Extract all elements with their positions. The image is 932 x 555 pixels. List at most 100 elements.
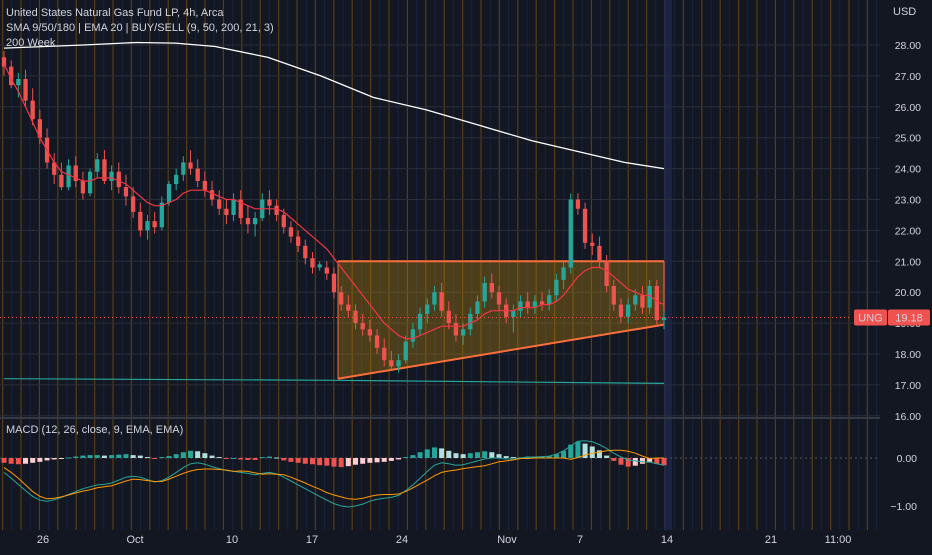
candle-body: [138, 211, 143, 231]
price-tick-label: 20.00: [895, 287, 921, 299]
stripe: [57, 0, 59, 530]
stripe: [489, 0, 491, 530]
stripe: [20, 0, 22, 530]
time-axis: 26 Oct 10 17 24 Nov 7 14 21 11:00: [0, 530, 932, 550]
macd-hist-bar: [596, 450, 602, 458]
candle-body: [575, 199, 581, 209]
candle-body: [374, 335, 380, 348]
stripe: [572, 0, 574, 530]
stripe: [682, 0, 684, 530]
candle-body: [102, 159, 107, 181]
candle-body: [1, 57, 7, 67]
candle-body: [633, 295, 638, 305]
candle-body: [597, 245, 602, 262]
candle-body: [389, 360, 394, 367]
time-tick-label: 26: [37, 534, 49, 546]
candle-body: [604, 261, 609, 287]
macd-hist-bar: [647, 458, 653, 462]
macd-hist-bar: [474, 452, 480, 458]
macd-hist-bar: [216, 457, 222, 459]
macd-hist-bar: [8, 458, 14, 464]
candle-body: [109, 171, 114, 181]
candle-body: [231, 199, 236, 215]
candle-body: [37, 119, 43, 138]
symbol-title[interactable]: United States Natural Gas Fund LP, 4h, A…: [6, 7, 224, 19]
stripe: [416, 0, 418, 530]
macd-hist-bar: [510, 457, 516, 459]
candle-body: [73, 165, 78, 181]
macd-tick-label: −1.00: [890, 501, 917, 513]
macd-legend[interactable]: MACD (12, 26, close, 9, EMA, EMA): [6, 424, 184, 436]
triangle-fill: [338, 261, 664, 379]
candle-body: [432, 292, 437, 305]
candle-body: [547, 295, 552, 305]
stripe: [241, 0, 243, 530]
time-tick-label: 7: [577, 534, 583, 546]
time-tick-label: Nov: [497, 534, 517, 546]
price-tag-value: 19.18: [895, 313, 923, 325]
price-tick-label: 21.00: [895, 256, 921, 268]
signal-line: [3, 449, 664, 500]
stripe: [802, 0, 804, 530]
stripe: [296, 0, 298, 530]
stripe: [609, 0, 611, 530]
candle-body: [446, 310, 451, 324]
candle-body: [95, 159, 100, 172]
macd-hist-bar: [496, 454, 502, 458]
stripe: [471, 0, 473, 530]
macd-hist-bar: [101, 455, 107, 458]
candle-body: [346, 304, 351, 311]
macd-hist-bar: [388, 458, 394, 461]
candle-body: [303, 245, 308, 259]
macd-hist-bar: [266, 456, 272, 458]
week-legend[interactable]: 200 Week: [6, 37, 56, 49]
macd-tick-label: 0.00: [897, 453, 918, 465]
stripe: [121, 0, 123, 530]
indicators-legend[interactable]: SMA 9/50/180 | EMA 20 | BUY/SELL (9, 50,…: [6, 22, 274, 34]
candle-body: [647, 286, 652, 308]
currency-label: USD: [893, 6, 917, 18]
stripe: [443, 0, 445, 530]
macd-hist-bar: [374, 458, 380, 463]
price-tick-label: 24.00: [895, 164, 921, 176]
stripe: [11, 0, 13, 530]
macd-hist-bar: [245, 458, 251, 460]
candle-body: [518, 301, 523, 311]
candle-body: [482, 282, 487, 302]
macd-hist-bar: [288, 458, 294, 462]
stripe: [673, 0, 675, 530]
stripe: [314, 0, 316, 530]
candle-body: [238, 199, 243, 219]
macd-hist-bar: [338, 458, 344, 468]
candle-body: [353, 310, 358, 324]
macd-hist-bar: [73, 456, 79, 458]
price-tag-symbol: UNG: [858, 313, 882, 325]
candle-body: [331, 273, 337, 293]
macd-hist-bar: [403, 457, 409, 459]
stripe: [158, 0, 160, 530]
candle-body: [582, 208, 588, 243]
macd-hist-bar: [137, 455, 143, 458]
stripe: [793, 0, 795, 530]
macd-hist-bar: [231, 458, 237, 459]
stripe: [2, 0, 4, 530]
candle-body: [209, 190, 215, 200]
stripe: [250, 0, 252, 530]
candle-body: [174, 174, 179, 185]
macd-hist-bar: [625, 458, 631, 467]
candle-body: [618, 304, 624, 317]
stripe: [186, 0, 188, 530]
candle-body: [324, 267, 329, 274]
macd-hist-bar: [23, 458, 29, 464]
candle-body: [511, 310, 516, 317]
macd-hist-bar: [604, 455, 610, 458]
candle-body: [288, 227, 294, 237]
stripe: [452, 0, 454, 530]
macd-hist-bar: [654, 458, 660, 464]
time-tick-label: Oct: [126, 534, 143, 546]
sma-long-polyline: [3, 41, 665, 170]
stripe: [48, 0, 50, 530]
candle-body: [496, 292, 502, 305]
